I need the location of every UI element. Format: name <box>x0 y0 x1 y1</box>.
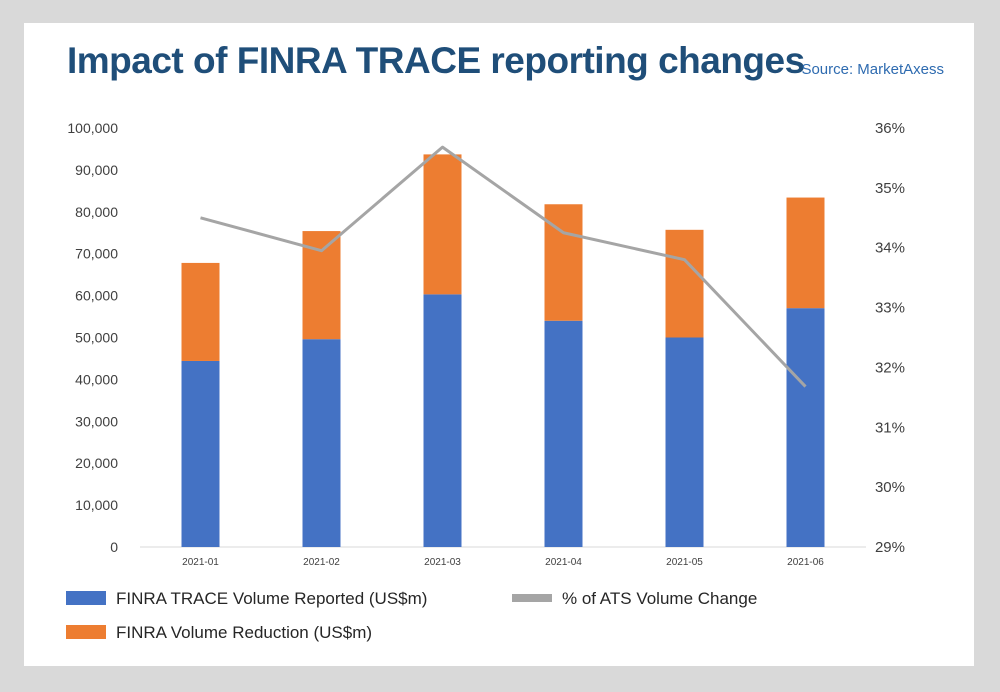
bar-volume-reduction <box>665 229 704 338</box>
right-axis-tick-label: 32% <box>875 359 905 376</box>
bar-volume-reported <box>665 337 704 547</box>
bar-volume-reported <box>423 294 462 547</box>
right-axis-tick-label: 34% <box>875 240 905 257</box>
x-axis-tick-label: 2021-05 <box>666 557 703 568</box>
left-axis-tick-label: 80,000 <box>75 204 118 220</box>
right-axis-tick-label: 33% <box>875 300 905 317</box>
left-axis-tick-label: 10,000 <box>75 497 118 513</box>
x-axis-tick-label: 2021-04 <box>545 557 582 568</box>
left-axis-tick-label: 70,000 <box>75 246 118 262</box>
left-axis-tick-label: 20,000 <box>75 455 118 471</box>
legend-label: % of ATS Volume Change <box>562 589 757 608</box>
left-axis-ticks: 0 10,000 20,000 30,000 40,000 50,000 60,000 70,… <box>67 120 118 555</box>
legend-swatch <box>66 591 106 605</box>
line-series-group <box>200 145 807 388</box>
bar-volume-reduction <box>181 262 220 361</box>
bar-volume-reduction <box>786 197 825 309</box>
right-axis-tick-label: 31% <box>875 419 905 436</box>
chart-title: Impact of FINRA TRACE reporting changes <box>67 40 805 81</box>
right-axis-tick-label: 35% <box>875 180 905 197</box>
left-axis-tick-label: 50,000 <box>75 330 118 346</box>
bar-volume-reported <box>302 339 341 547</box>
bar-volume-reduction <box>423 154 462 295</box>
bar-volume-reported <box>544 320 583 547</box>
right-axis-tick-label: 36% <box>875 120 905 137</box>
legend-swatch <box>512 594 552 602</box>
x-axis-tick-label: 2021-01 <box>182 557 219 568</box>
legend-label: FINRA TRACE Volume Reported (US$m) <box>116 589 427 608</box>
bars-group <box>181 154 825 547</box>
right-axis-tick-label: 30% <box>875 479 905 496</box>
x-axis-tick-label: 2021-03 <box>424 557 461 568</box>
x-axis-ticks: 2021-01 2021-02 2021-03 2021-04 2021-05 2021-… <box>182 557 824 568</box>
right-axis-tick-label: 29% <box>875 539 905 556</box>
left-axis-tick-label: 30,000 <box>75 413 118 429</box>
source-note: Source: MarketAxess <box>801 61 944 78</box>
bar-volume-reported <box>181 360 220 547</box>
left-axis-tick-label: 60,000 <box>75 288 118 304</box>
left-axis-tick-label: 100,000 <box>67 120 118 136</box>
left-axis-tick-label: 40,000 <box>75 371 118 387</box>
right-axis-ticks: 29% 30% 31% 32% 33% 34% 35% 36% <box>875 120 905 556</box>
x-axis-tick-label: 2021-02 <box>303 557 340 568</box>
legend: FINRA TRACE Volume Reported (US$m) % of A… <box>66 589 757 642</box>
ats-volume-change-line <box>200 145 807 388</box>
bar-volume-reported <box>786 308 825 547</box>
legend-label: FINRA Volume Reduction (US$m) <box>116 623 372 642</box>
legend-swatch <box>66 625 106 639</box>
left-axis-tick-label: 0 <box>110 539 118 555</box>
left-axis-tick-label: 90,000 <box>75 162 118 178</box>
x-axis-tick-label: 2021-06 <box>787 557 824 568</box>
